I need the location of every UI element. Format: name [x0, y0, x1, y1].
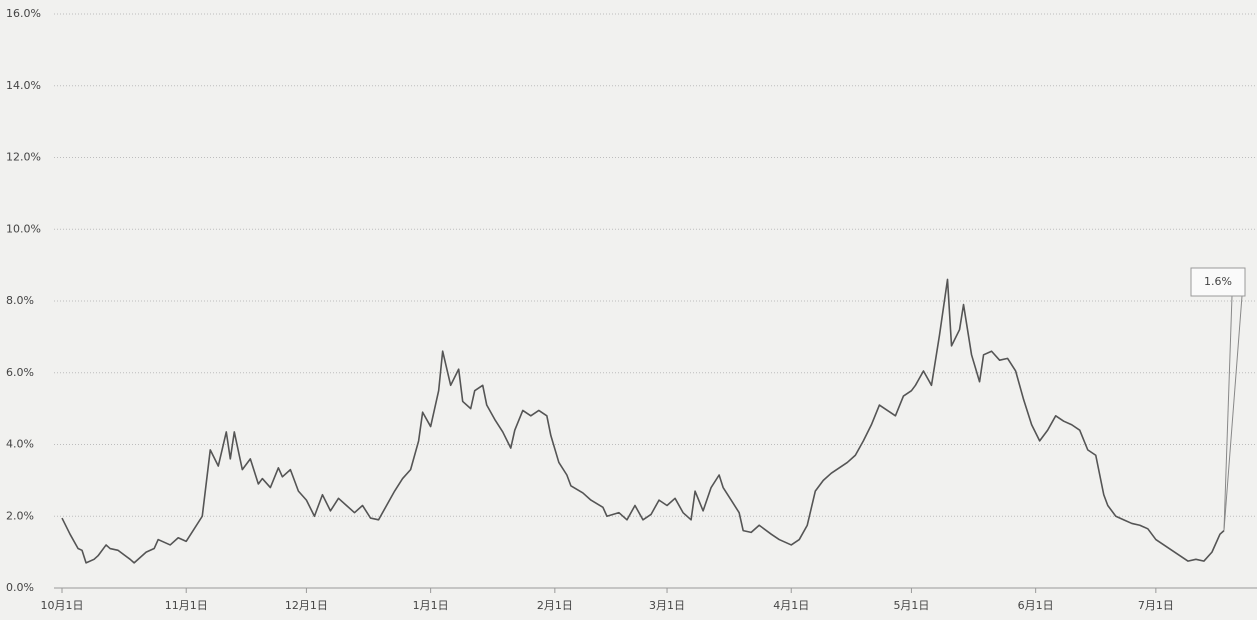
y-tick-label: 6.0%: [6, 366, 34, 379]
y-tick-label: 2.0%: [6, 509, 34, 522]
x-tick-label: 3月1日: [649, 599, 685, 612]
x-tick-label: 4月1日: [773, 599, 809, 612]
x-tick-label: 11月1日: [165, 599, 208, 612]
y-tick-label: 10.0%: [6, 222, 41, 235]
x-tick-label: 6月1日: [1018, 599, 1054, 612]
y-tick-label: 0.0%: [6, 581, 34, 594]
x-tick-label: 10月1日: [41, 599, 84, 612]
data-line: [61, 278, 1225, 564]
x-tick-label: 7月1日: [1138, 599, 1174, 612]
annotation: 1.6%: [1204, 275, 1232, 288]
callout-leader: [1223, 295, 1243, 531]
y-tick-label: 16.0%: [6, 7, 41, 20]
x-tick-label: 5月1日: [893, 599, 929, 612]
callout-leader: [1223, 295, 1233, 531]
y-tick-label: 4.0%: [6, 438, 34, 451]
y-tick-label: 14.0%: [6, 79, 41, 92]
y-tick-label: 8.0%: [6, 294, 34, 307]
callout-box: [1190, 267, 1246, 297]
x-tick-label: 1月1日: [413, 599, 449, 612]
x-tick-label: 2月1日: [537, 599, 573, 612]
x-tick-label: 12月1日: [285, 599, 328, 612]
y-tick-label: 12.0%: [6, 151, 41, 164]
